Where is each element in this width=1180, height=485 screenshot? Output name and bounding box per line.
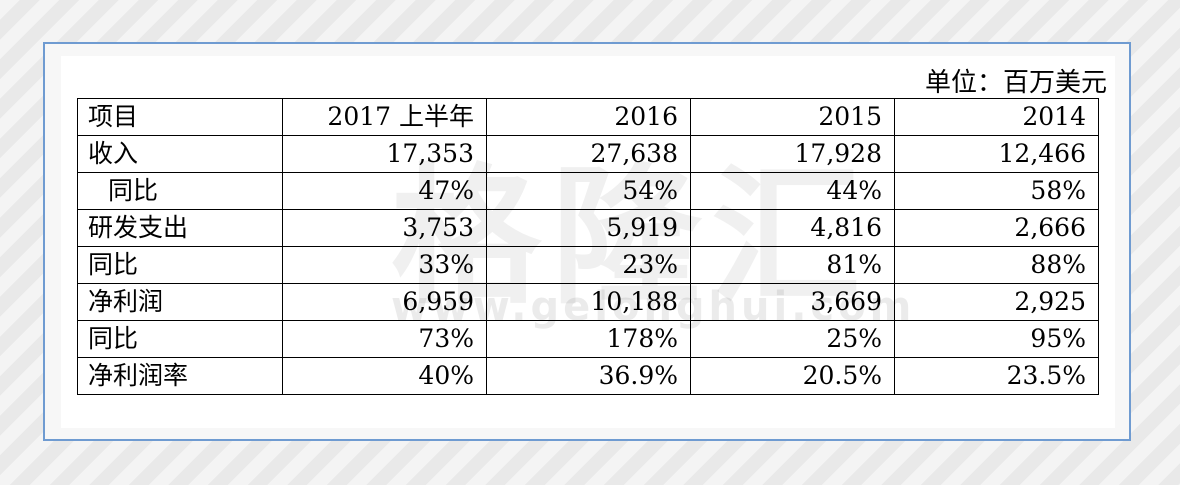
cell: 2017 上半年	[282, 98, 487, 136]
cell: 47%	[282, 172, 487, 210]
row-label: 同比	[77, 172, 283, 210]
cell: 3,669	[690, 283, 895, 321]
table-row: 同比 33% 23% 81% 88%	[77, 246, 1099, 284]
table-row: 同比 73% 178% 25% 95%	[77, 320, 1099, 358]
cell: 178%	[486, 320, 691, 358]
unit-label: 单位：百万美元	[924, 68, 1107, 98]
cell: 2,925	[894, 283, 1099, 321]
table-row: 净利润率 40% 36.9% 20.5% 23.5%	[77, 357, 1099, 395]
cell: 2014	[894, 98, 1099, 136]
cell: 23.5%	[894, 357, 1099, 395]
table: 项目 2017 上半年 2016 2015 2014 收入 17,353 27,638 17,9…	[77, 98, 1099, 395]
cell: 27,638	[486, 135, 691, 173]
cell: 6,959	[282, 283, 487, 321]
cell: 10,188	[486, 283, 691, 321]
cell: 2015	[690, 98, 895, 136]
content: 单位：百万美元 项目 2017 上半年 2016 2015 2014 收入 17,353 27…	[61, 56, 1115, 428]
cell: 81%	[690, 246, 895, 284]
cell: 36.9%	[486, 357, 691, 395]
cell: 5,919	[486, 209, 691, 247]
row-label: 项目	[77, 98, 283, 136]
cell: 54%	[486, 172, 691, 210]
cell: 2,666	[894, 209, 1099, 247]
cell: 44%	[690, 172, 895, 210]
header-row: 项目 2017 上半年 2016 2015 2014	[77, 98, 1099, 136]
cell: 25%	[690, 320, 895, 358]
cell: 95%	[894, 320, 1099, 358]
row-label: 净利润率	[77, 357, 283, 395]
cell: 2016	[486, 98, 691, 136]
cell: 12,466	[894, 135, 1099, 173]
table-row: 同比 47% 54% 44% 58%	[77, 172, 1099, 210]
cell: 73%	[282, 320, 487, 358]
row-label: 收入	[77, 135, 283, 173]
cell: 20.5%	[690, 357, 895, 395]
row-label: 研发支出	[77, 209, 283, 247]
cell: 40%	[282, 357, 487, 395]
cell: 4,816	[690, 209, 895, 247]
frame: 单位：百万美元 项目 2017 上半年 2016 2015 2014 收入 17,353 27…	[43, 42, 1131, 441]
row-label: 同比	[77, 320, 283, 358]
cell: 88%	[894, 246, 1099, 284]
cell: 17,928	[690, 135, 895, 173]
cell: 58%	[894, 172, 1099, 210]
row-label: 同比	[77, 246, 283, 284]
cell: 33%	[282, 246, 487, 284]
row-label: 净利润	[77, 283, 283, 321]
table-row: 净利润 6,959 10,188 3,669 2,925	[77, 283, 1099, 321]
table-row: 研发支出 3,753 5,919 4,816 2,666	[77, 209, 1099, 247]
cell: 3,753	[282, 209, 487, 247]
cell: 23%	[486, 246, 691, 284]
cell: 17,353	[282, 135, 487, 173]
table-row: 收入 17,353 27,638 17,928 12,466	[77, 135, 1099, 173]
